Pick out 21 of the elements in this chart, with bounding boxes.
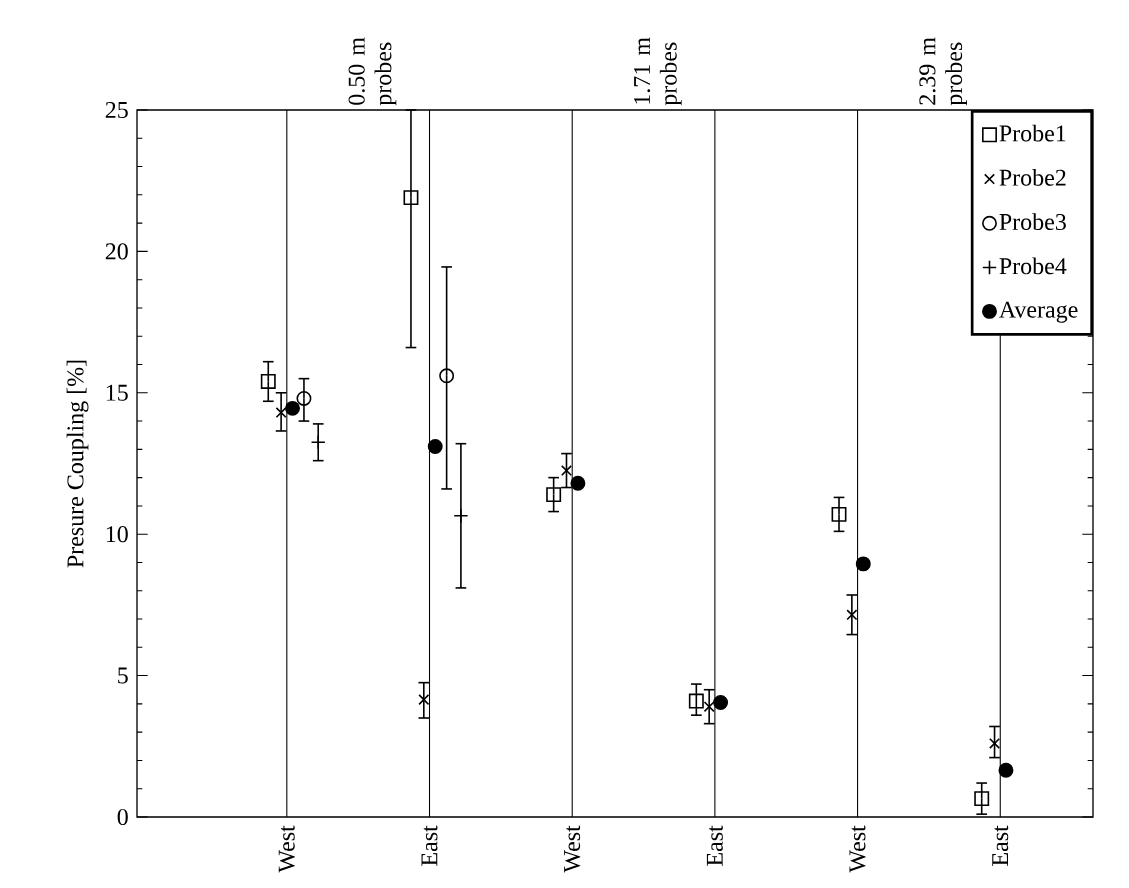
x-tick-label: West <box>278 825 295 873</box>
y-tick-label: 10 <box>106 526 128 543</box>
legend-label: Probe3 <box>999 213 1066 231</box>
y-tick-label: 20 <box>105 243 128 260</box>
x-tick-label: West <box>849 825 866 873</box>
y-tick-label: 15 <box>106 384 128 401</box>
y-tick-label: 5 <box>118 667 128 684</box>
x-tick-label: West <box>564 825 581 873</box>
x-tick-label: East <box>706 825 723 866</box>
text: 1.71 m probes <box>633 37 682 106</box>
legend-label: Probe4 <box>999 257 1067 275</box>
x-tick-label: East <box>992 825 1009 866</box>
text: 2.39 m probes <box>919 37 968 106</box>
x-tick-label: East <box>421 825 438 866</box>
y-tick-label: 0 <box>117 808 128 826</box>
text: 0.50 m probes <box>348 37 397 106</box>
legend-label: Probe1 <box>999 124 1066 142</box>
legend-label: Probe2 <box>999 168 1066 186</box>
y-tick-label: 25 <box>105 101 128 119</box>
legend-label: Average <box>999 301 1078 323</box>
y-axis-title: Presure Coupling [%] <box>66 360 89 568</box>
